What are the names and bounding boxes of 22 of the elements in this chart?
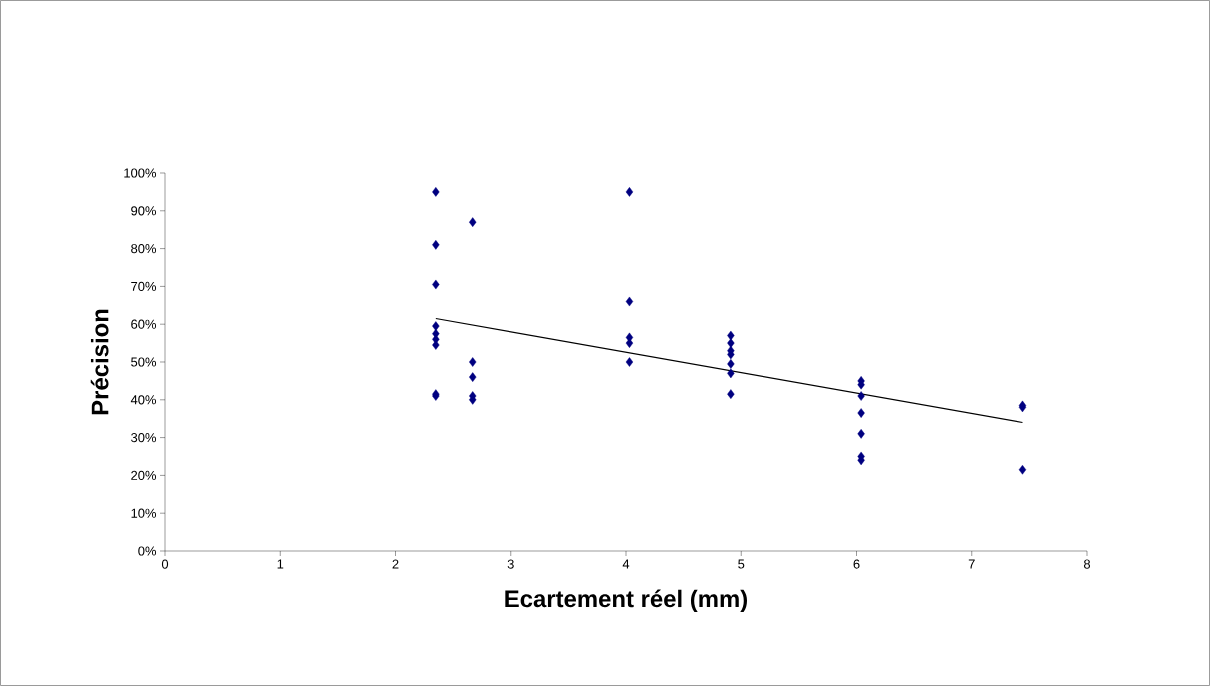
y-tick-label: 10% <box>131 508 157 518</box>
y-tick-label: 40% <box>130 395 157 405</box>
y-tick-label: 70% <box>131 281 157 291</box>
y-axis-title: Précision <box>90 309 109 415</box>
x-tick-label: 5 <box>738 559 745 569</box>
y-tick-label: 30% <box>131 433 157 443</box>
y-tick-label: 90% <box>131 206 157 216</box>
y-tick-label: 0% <box>138 546 157 556</box>
x-tick-label: 1 <box>277 559 284 569</box>
y-tick-label: 60% <box>131 319 157 329</box>
y-tick-label: 50% <box>131 357 157 367</box>
x-tick-label: 2 <box>392 559 399 569</box>
x-tick-label: 0 <box>161 559 169 569</box>
x-tick-label: 8 <box>1083 559 1091 569</box>
y-tick-label: 80% <box>131 244 157 254</box>
x-tick-label: 3 <box>507 559 514 569</box>
x-tick-label: 4 <box>622 559 630 569</box>
y-tick-label: 20% <box>131 470 157 480</box>
y-tick-label: 100% <box>124 168 157 178</box>
x-tick-label: 7 <box>968 559 975 569</box>
x-tick-label: 6 <box>853 559 860 569</box>
x-axis-title: Ecartement réel (mm) <box>505 589 748 613</box>
